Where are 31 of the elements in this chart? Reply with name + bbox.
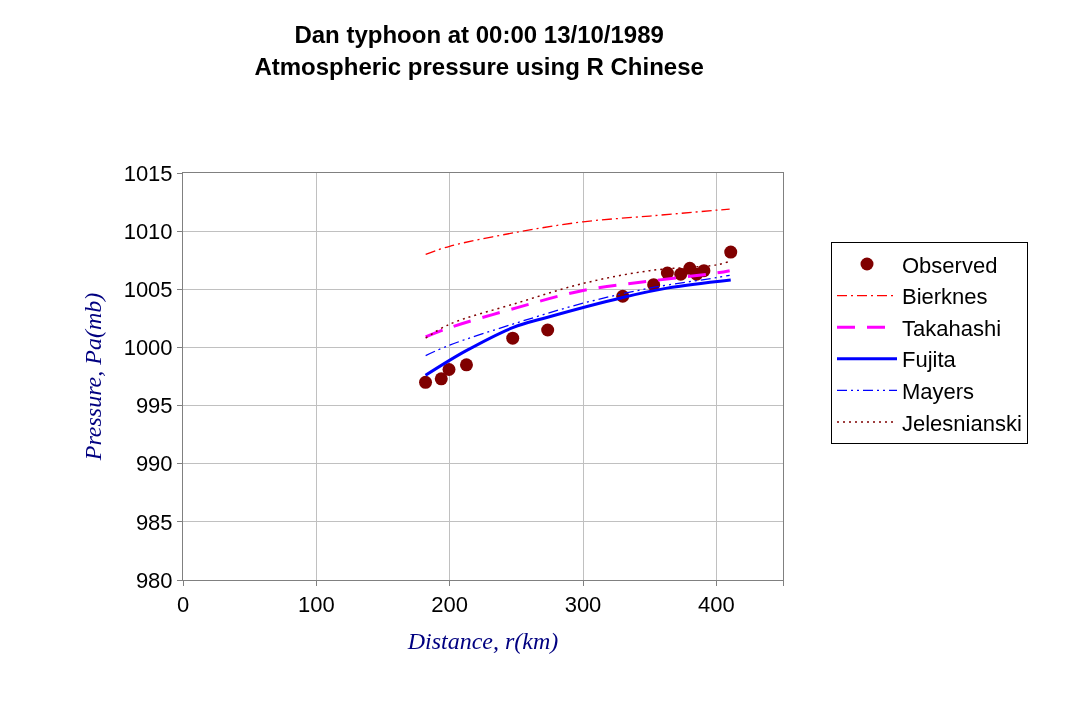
x-tick-label: 300 bbox=[564, 592, 602, 618]
y-tick-label: 1010 bbox=[123, 218, 173, 244]
y-tick-label: 980 bbox=[135, 567, 173, 593]
x-tick-label: 0 bbox=[176, 592, 190, 618]
point bbox=[541, 323, 555, 337]
legend-label: Mayers bbox=[902, 378, 975, 404]
x-tick-label: 100 bbox=[297, 592, 335, 618]
point bbox=[434, 372, 448, 386]
legend-label: Observed bbox=[902, 252, 998, 278]
y-tick-label: 990 bbox=[135, 451, 173, 477]
chart-title: Dan typhoon at 00:00 13/10/1989 bbox=[294, 21, 664, 49]
point bbox=[419, 375, 433, 389]
y-tick-label: 985 bbox=[135, 509, 173, 535]
y-tick-label: 995 bbox=[135, 393, 173, 419]
legend-label: Bierknes bbox=[902, 284, 988, 310]
x-axis-title: Distance, r(km) bbox=[406, 627, 559, 654]
point bbox=[506, 331, 520, 345]
chart-subtitle: Atmospheric pressure using R Chinese bbox=[254, 52, 704, 80]
legend-label: Takahashi bbox=[902, 315, 1002, 341]
legend-label: Fujita bbox=[902, 347, 957, 373]
line-series bbox=[425, 208, 731, 256]
point bbox=[724, 245, 738, 259]
y-tick-label: 1015 bbox=[123, 160, 173, 186]
x-tick-label: 400 bbox=[697, 592, 735, 618]
y-axis-title: Pressure, Pa(mb) bbox=[79, 292, 106, 462]
point bbox=[442, 363, 456, 377]
y-tick-label: 1005 bbox=[123, 276, 173, 302]
point bbox=[459, 358, 473, 372]
y-tick-label: 1000 bbox=[123, 335, 173, 361]
legend-label: Jelesnianski bbox=[902, 410, 1022, 436]
x-tick-label: 200 bbox=[431, 592, 469, 618]
